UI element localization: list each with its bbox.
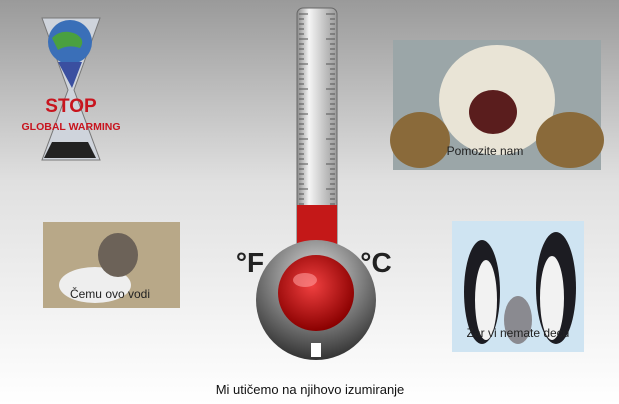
photo-caption: Zar vi nemate decu [467,326,570,340]
photo-caption: Pomozite nam [447,144,524,158]
logo-subtitle: GLOBAL WARMING [22,121,121,133]
fahrenheit-label: °F [236,247,264,278]
footer-text: Mi utičemo na njihovo izumiranje [216,382,405,397]
photo-penguins: Zar vi nemate decu [452,221,584,352]
photo-caption: Čemu ovo vodi [70,286,150,301]
photo-polar-bear: Pomozite nam [390,40,604,170]
photo-koala: Čemu ovo vodi [43,222,180,308]
poster: STOP GLOBAL WARMING °F °C Pomozite nam Č… [0,0,619,404]
celsius-label: °C [360,247,391,278]
logo-title: STOP [45,96,97,117]
